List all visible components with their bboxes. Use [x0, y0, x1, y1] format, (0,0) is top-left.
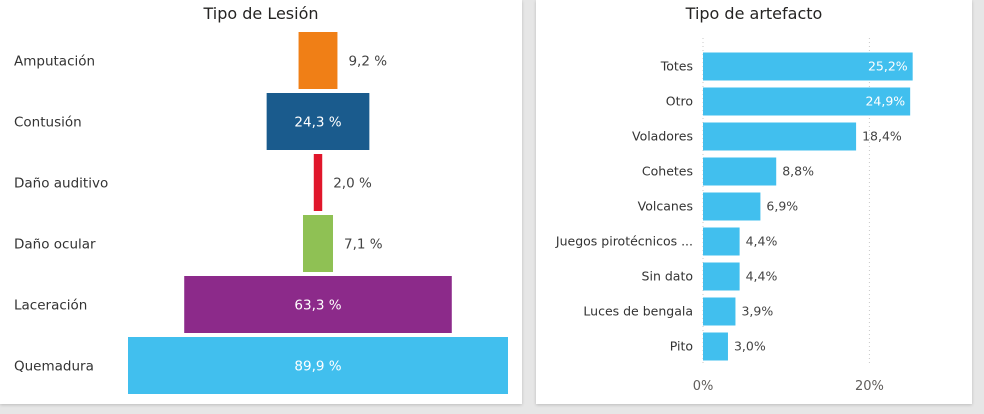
value-label-dano-auditivo: 2,0 % — [333, 176, 372, 192]
category-label-amputacion: Amputación — [14, 54, 95, 70]
category-label-otro: Otro — [666, 94, 693, 109]
category-label-volcanes: Volcanes — [638, 199, 693, 214]
value-label-contusion: 24,3 % — [294, 115, 341, 131]
category-label-dano-ocular: Daño ocular — [14, 237, 96, 253]
value-label-laceracion: 63,3 % — [294, 298, 341, 314]
category-label-juegos-pirotecnicos: Juegos pirotécnicos ... — [555, 234, 693, 249]
x-tick-0: 0% — [693, 379, 714, 394]
funnel-bar-quemadura — [128, 337, 508, 394]
value-label-quemadura: 89,9 % — [294, 359, 341, 375]
injury-funnel-chart: Amputación 9,2 % Contusión 24,3 % Daño audit… — [14, 32, 508, 394]
bar-juegos-pirotecnicos — [703, 227, 740, 256]
value-label-luces-de-bengala: 3,9% — [741, 304, 773, 319]
funnel-bar-amputacion — [298, 32, 338, 89]
category-label-quemadura: Quemadura — [14, 359, 94, 375]
funnel-bar-dano-ocular — [302, 215, 334, 272]
category-label-luces-de-bengala: Luces de bengala — [583, 304, 693, 319]
value-label-otro: 24,9% — [865, 94, 905, 109]
injury-chart-title: Tipo de Lesión — [203, 4, 319, 23]
injury-type-panel: Tipo de Lesión Amputación 9,2 % Contusión 2… — [0, 0, 522, 404]
value-label-sin-dato: 4,4% — [746, 269, 778, 284]
bar-otro — [703, 87, 911, 116]
funnel-bar-laceracion — [184, 276, 452, 333]
bar-pito — [703, 332, 728, 361]
value-label-juegos-pirotecnicos: 4,4% — [746, 234, 778, 249]
value-label-pito: 3,0% — [734, 339, 766, 354]
category-label-voladores: Voladores — [632, 129, 693, 144]
category-label-sin-dato: Sin dato — [642, 269, 693, 284]
category-label-contusion: Contusión — [14, 115, 82, 131]
category-label-totes: Totes — [660, 59, 693, 74]
category-label-pito: Pito — [670, 339, 693, 354]
bar-cohetes — [703, 157, 777, 186]
bar-volcanes — [703, 192, 761, 221]
value-label-dano-ocular: 7,1 % — [344, 237, 383, 253]
bar-totes — [703, 52, 913, 81]
device-type-panel: Tipo de artefacto 0% 20% Totes 25,2% Otro 24,… — [536, 0, 972, 404]
x-tick-20: 20% — [855, 379, 884, 394]
value-label-cohetes: 8,8% — [782, 164, 814, 179]
bar-sin-dato — [703, 262, 740, 291]
value-label-amputacion: 9,2 % — [348, 54, 387, 70]
category-label-dano-auditivo: Daño auditivo — [14, 176, 108, 192]
bar-voladores — [703, 122, 857, 151]
funnel-bar-contusion — [266, 93, 370, 150]
value-label-voladores: 18,4% — [862, 129, 902, 144]
bar-luces-de-bengala — [703, 297, 736, 326]
device-chart-title: Tipo de artefacto — [685, 4, 823, 23]
category-label-cohetes: Cohetes — [642, 164, 693, 179]
category-label-laceracion: Laceración — [14, 298, 87, 314]
funnel-bar-dano-auditivo — [313, 154, 323, 211]
device-bar-chart: 0% 20% Totes 25,2% Otro 24,9% Voladores 18,4% Co… — [555, 38, 913, 394]
value-label-totes: 25,2% — [868, 59, 908, 74]
value-label-volcanes: 6,9% — [766, 199, 798, 214]
